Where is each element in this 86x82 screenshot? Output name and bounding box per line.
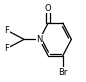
Text: N: N bbox=[36, 35, 43, 44]
Text: Br: Br bbox=[58, 68, 68, 77]
Text: F: F bbox=[4, 26, 9, 35]
Text: O: O bbox=[45, 4, 52, 13]
Text: F: F bbox=[4, 44, 9, 53]
